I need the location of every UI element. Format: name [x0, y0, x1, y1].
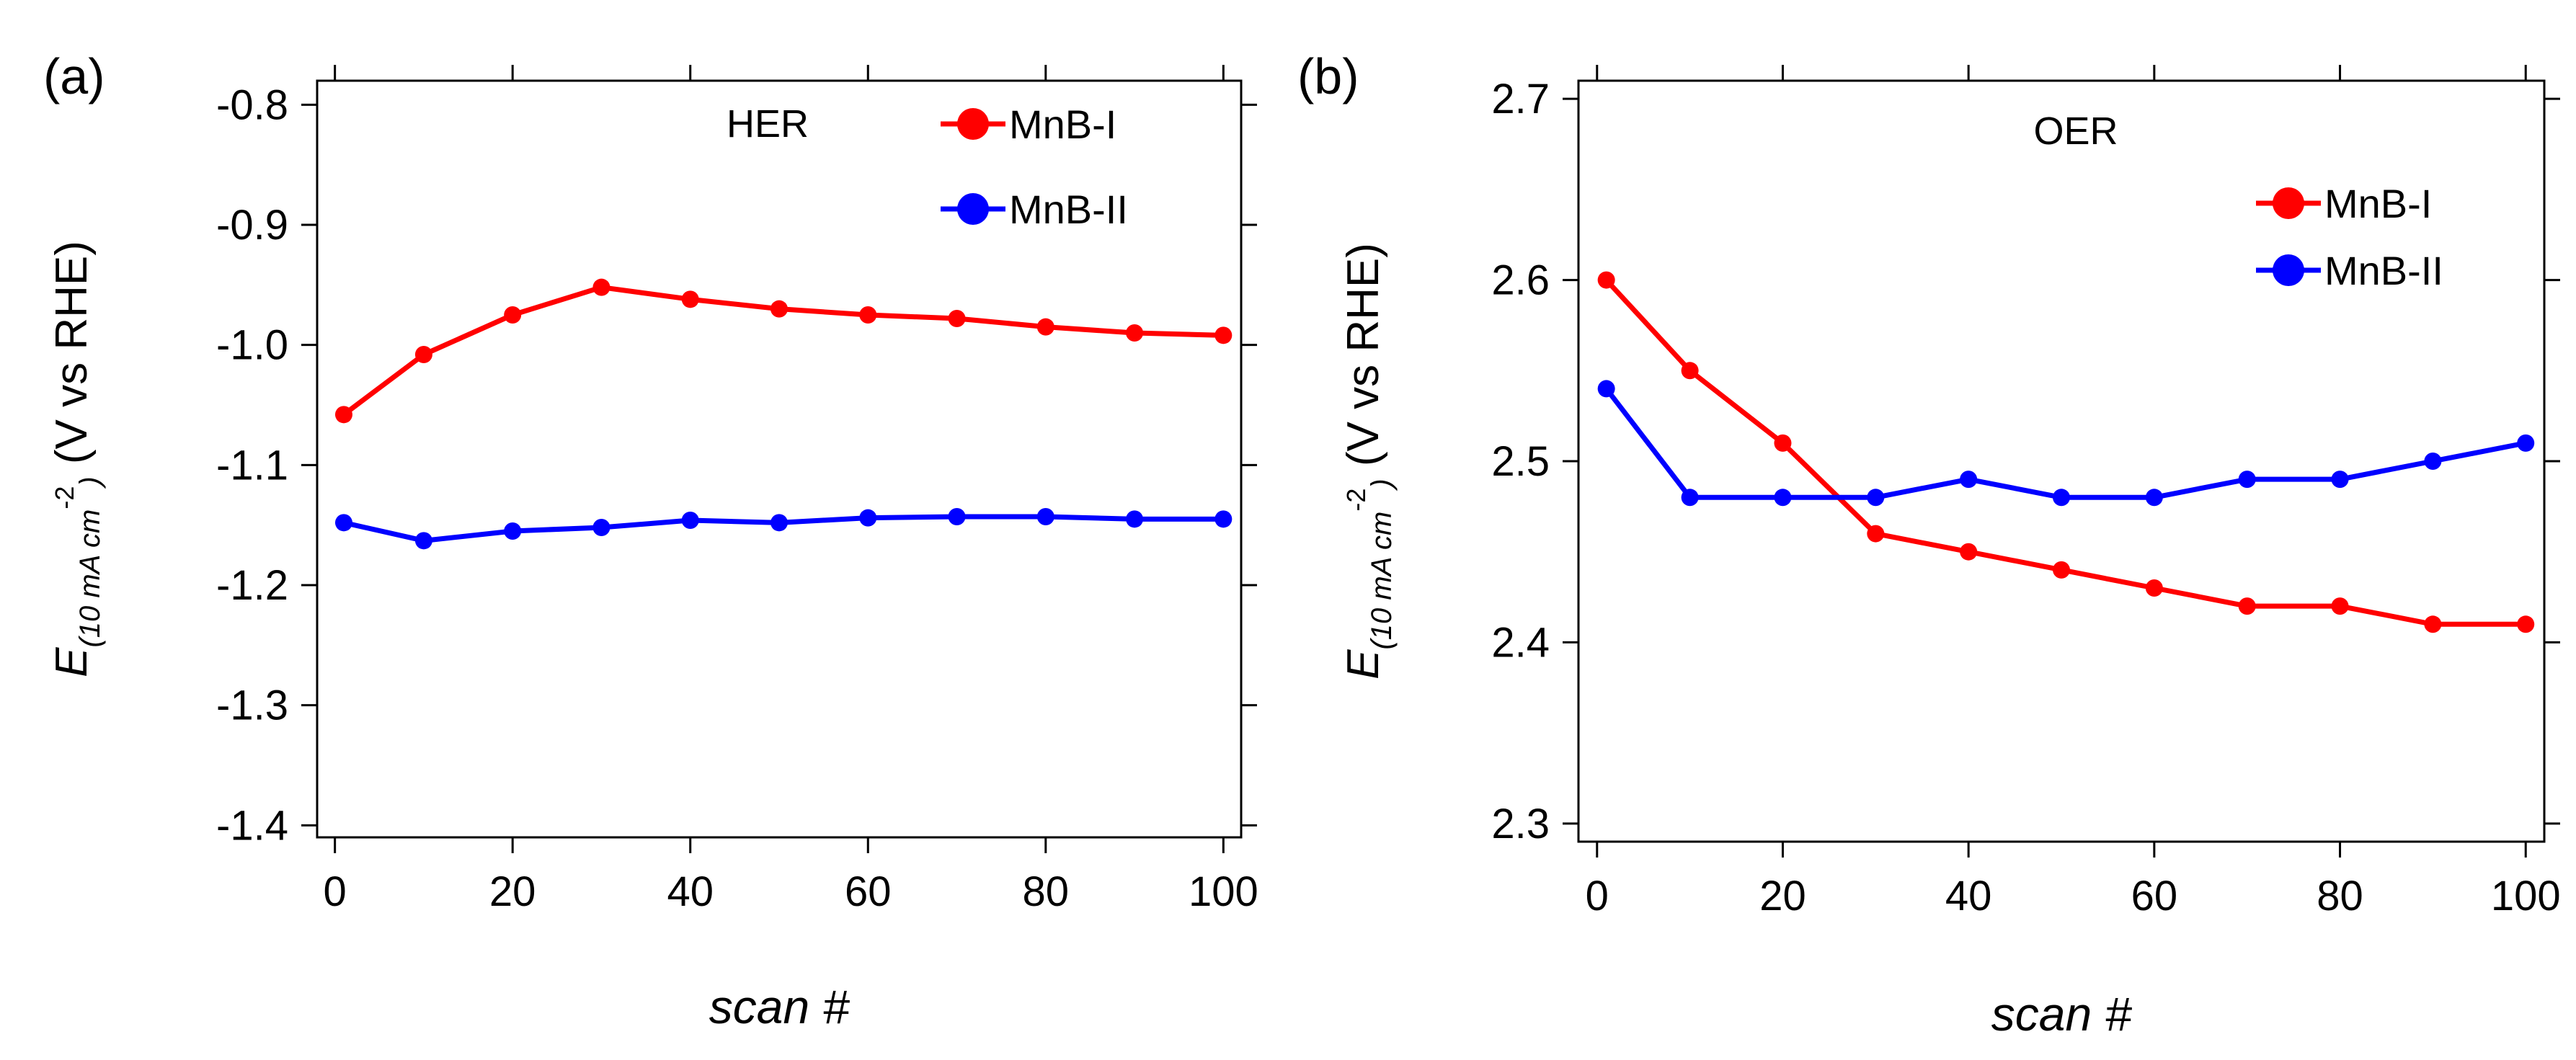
data-point-mnb-ii: [1597, 380, 1615, 398]
data-point-mnb-ii: [1214, 510, 1233, 528]
data-point-mnb-ii: [1960, 471, 1978, 489]
panel-label: (a): [43, 48, 105, 104]
legend-marker: [957, 108, 989, 140]
reaction-annotation: OER: [2033, 110, 2118, 153]
data-point-mnb-i: [1774, 434, 1792, 452]
data-point-mnb-ii: [2053, 489, 2070, 507]
data-point-mnb-i: [1126, 324, 1144, 342]
x-tick-label: 100: [2491, 873, 2561, 919]
y-axis-subscript-close: ): [1366, 478, 1398, 491]
legend-label: MnB-I: [2324, 181, 2432, 226]
data-point-mnb-ii: [334, 514, 352, 532]
data-point-mnb-ii: [948, 508, 966, 525]
legend-label: MnB-I: [1009, 102, 1116, 147]
data-point-mnb-ii: [414, 532, 432, 550]
data-point-mnb-ii: [2238, 471, 2256, 489]
y-axis-symbol: E: [47, 647, 97, 677]
data-point-mnb-ii: [1126, 510, 1144, 528]
data-point-mnb-ii: [592, 519, 610, 536]
legend-marker: [2273, 254, 2304, 286]
data-point-mnb-ii: [1681, 489, 1699, 507]
x-tick-label: 60: [2131, 873, 2178, 919]
x-tick-label: 20: [489, 868, 536, 915]
x-tick-label: 80: [2317, 873, 2363, 919]
y-axis-symbol: E: [1338, 649, 1388, 680]
x-tick-label: 40: [667, 868, 714, 915]
y-tick-label: 2.4: [1491, 619, 1550, 666]
y-tick-label: -1.3: [216, 682, 288, 729]
plot-frame: [316, 79, 1243, 839]
x-axis-title: scan #: [1991, 987, 2133, 1041]
x-tick-label: 80: [1023, 868, 1070, 915]
data-point-mnb-ii: [770, 514, 788, 532]
data-point-mnb-i: [1036, 318, 1054, 336]
y-axis-units: (V vs RHE): [1338, 243, 1388, 478]
y-tick-label: 2.5: [1491, 438, 1550, 485]
panel-b: 0 20 40 60 80 100 2.3 2.4 2.5 2.6 2.7 (b) OER scan # E…: [1297, 48, 2561, 1041]
y-tick-label: 2.3: [1491, 801, 1550, 847]
data-point-mnb-i: [1867, 525, 1885, 543]
data-point-mnb-ii: [859, 509, 877, 527]
y-axis-title: E(10 mA cm-2) (V vs RHE): [47, 241, 106, 677]
data-point-mnb-ii: [681, 512, 699, 529]
y-axis-subscript-close: ): [74, 476, 106, 489]
data-point-mnb-i: [2517, 615, 2535, 633]
data-point-mnb-ii: [1867, 489, 1885, 507]
x-tick-label: 60: [845, 868, 892, 915]
y-axis-title: E(10 mA cm-2) (V vs RHE): [1338, 243, 1398, 680]
data-point-mnb-i: [681, 290, 699, 308]
data-point-mnb-ii: [2331, 471, 2349, 489]
data-point-mnb-ii: [2145, 489, 2163, 507]
panel-a: 0 20 40 60 80 100 -1.4 -1.3 -1.2 -1.1 -1.0 -0.9 -0.8…: [43, 48, 1258, 1033]
reaction-annotation: HER: [727, 102, 809, 146]
data-point-mnb-i: [2424, 615, 2442, 633]
data-point-mnb-i: [1214, 326, 1233, 344]
data-point-mnb-i: [1960, 543, 1978, 561]
data-point-mnb-i: [1681, 362, 1699, 380]
legend-label: MnB-II: [1009, 187, 1128, 232]
data-point-mnb-ii: [2424, 453, 2442, 470]
x-axis-title: scan #: [709, 980, 850, 1033]
legend-marker: [957, 193, 989, 225]
x-tick-label: 0: [324, 868, 347, 915]
data-point-mnb-i: [334, 406, 352, 424]
data-point-mnb-i: [2331, 597, 2349, 615]
data-point-mnb-i: [414, 346, 432, 363]
legend-marker: [2273, 187, 2304, 219]
y-tick-label: 2.7: [1491, 76, 1550, 123]
y-tick-label: -1.2: [216, 562, 288, 609]
y-tick-label: 2.6: [1491, 257, 1550, 304]
data-point-mnb-i: [592, 278, 610, 296]
y-axis-subscript: (10 mA cm: [74, 509, 106, 648]
y-tick-label: -0.9: [216, 202, 288, 249]
data-point-mnb-ii: [1036, 508, 1054, 525]
legend-label: MnB-II: [2324, 248, 2443, 293]
data-point-mnb-i: [504, 306, 522, 324]
y-axis-superscript: -2: [50, 486, 79, 509]
data-point-mnb-i: [2053, 561, 2070, 579]
series-line-mnb-ii: [1604, 387, 2526, 500]
data-point-mnb-i: [1597, 271, 1615, 289]
data-point-mnb-i: [2145, 579, 2163, 597]
x-tick-label: 20: [1759, 873, 1806, 919]
y-axis-subscript: (10 mA cm: [1366, 512, 1398, 650]
data-point-mnb-i: [2238, 597, 2256, 615]
data-point-mnb-ii: [1774, 489, 1792, 507]
y-tick-label: -1.0: [216, 322, 288, 369]
data-point-mnb-i: [948, 310, 966, 327]
y-tick-label: -1.1: [216, 442, 288, 489]
y-axis-superscript: -2: [1341, 489, 1371, 512]
x-tick-label: 0: [1586, 873, 1609, 919]
x-tick-label: 100: [1189, 868, 1258, 915]
y-tick-label: -0.8: [216, 81, 288, 128]
data-point-mnb-i: [770, 300, 788, 318]
y-tick-label: -1.4: [216, 802, 288, 849]
panel-label: (b): [1297, 48, 1359, 104]
data-point-mnb-ii: [2517, 434, 2535, 452]
data-point-mnb-ii: [504, 522, 522, 540]
x-tick-label: 40: [1945, 873, 1992, 919]
y-axis-units: (V vs RHE): [47, 241, 97, 476]
data-point-mnb-i: [859, 306, 877, 324]
